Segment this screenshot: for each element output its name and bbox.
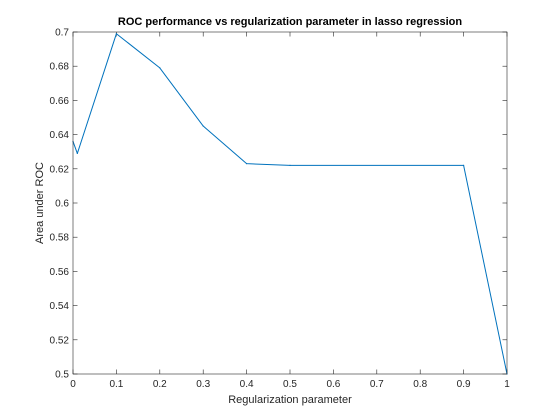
y-tick-label: 0.68 <box>50 62 70 73</box>
y-tick-label: 0.62 <box>50 164 70 175</box>
data-point <box>76 152 78 155</box>
axis-ticks: 0 0.1 0.2 0.3 0.4 0.5 0.6 0.7 0.8 0.9 1 0.5 0.52 0.54… <box>50 28 511 391</box>
x-tick-label: 0.3 <box>196 379 210 390</box>
x-tick-label: 0.8 <box>413 379 427 390</box>
x-tick-label: 0.1 <box>109 379 123 390</box>
y-tick-label: 0.54 <box>50 301 70 312</box>
data-point <box>289 164 291 166</box>
data-point <box>463 164 465 166</box>
y-tick-label: 0.5 <box>55 370 69 381</box>
y-tick-label: 0.6 <box>55 199 69 210</box>
x-tick-label: 0.9 <box>457 379 471 390</box>
x-tick-label: 0.6 <box>326 379 340 390</box>
data-point <box>202 125 204 127</box>
data-point <box>246 163 248 165</box>
y-tick-label: 0.56 <box>50 267 70 278</box>
y-tick-label: 0.52 <box>50 335 70 346</box>
chart-title: ROC performance vs regularization parame… <box>118 16 462 28</box>
data-point <box>115 33 117 35</box>
y-tick-label: 0.7 <box>55 28 69 39</box>
series-layer <box>72 33 508 375</box>
y-tick-label: 0.66 <box>50 96 70 107</box>
x-tick-label: 0.7 <box>370 379 384 390</box>
data-point <box>159 67 161 69</box>
x-tick-label: 1 <box>504 379 510 390</box>
plot-frame <box>72 31 508 375</box>
x-tick-label: 0.4 <box>240 379 254 390</box>
x-tick-label: 0.2 <box>153 379 167 390</box>
y-tick-label: 0.64 <box>50 130 70 141</box>
plot-area <box>73 32 507 374</box>
x-tick-label: 0 <box>70 379 76 390</box>
y-tick-label: 0.58 <box>50 233 70 244</box>
x-tick-label: 0.5 <box>283 379 297 390</box>
y-axis-label: Area under ROC <box>34 162 46 244</box>
x-axis-label: Regularization parameter <box>228 394 352 406</box>
